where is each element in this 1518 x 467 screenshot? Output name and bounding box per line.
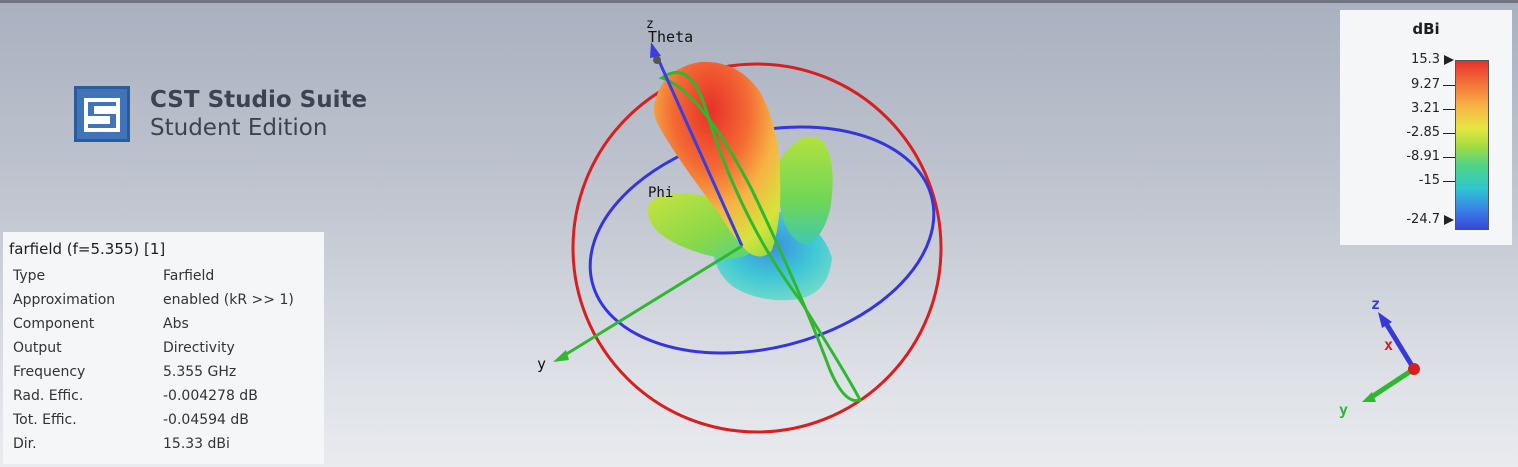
cst-logo: CST Studio Suite Student Edition (74, 86, 367, 142)
theta-ring (571, 62, 943, 434)
info-key: Tot. Effic. (13, 412, 77, 428)
legend-color-bar (1455, 60, 1489, 230)
info-value: Abs (163, 316, 189, 332)
info-row: Dir. 15.33 dBi (3, 432, 324, 456)
legend-tick-mark (1443, 157, 1455, 158)
info-row: Approximation enabled (kR >> 1) (3, 288, 324, 312)
info-value: -0.04594 dB (163, 412, 249, 428)
z-axis (653, 51, 744, 247)
farfield-info-panel: farfield (f=5.355) [1] Type Farfield Appr… (3, 232, 324, 464)
gizmo-z-arrowhead (1378, 312, 1392, 328)
info-value: Directivity (163, 340, 235, 356)
y-axis-arrowhead (553, 350, 569, 362)
info-row: Component Abs (3, 312, 324, 336)
info-value: enabled (kR >> 1) (163, 292, 294, 308)
theta-curve (658, 71, 863, 403)
gizmo-label-x: x (1384, 336, 1393, 354)
axis-label-theta: Theta (648, 28, 693, 46)
info-key: Type (13, 268, 46, 284)
gizmo-z-axis (1381, 318, 1417, 371)
legend-tick-label: 3.21 (1411, 101, 1440, 116)
info-key: Approximation (13, 292, 116, 308)
legend-tick-label: 9.27 (1411, 77, 1440, 92)
pattern-side-lobe-right (780, 136, 833, 245)
pattern-main-lobe (653, 61, 781, 257)
legend-tick-label: -2.85 (1406, 125, 1440, 140)
info-panel-title: farfield (f=5.355) [1] (9, 240, 166, 258)
legend-tick-label: -15 (1418, 173, 1440, 188)
legend-tick-label: -24.7 (1406, 212, 1440, 227)
info-row: Rad. Effic. -0.004278 dB (3, 384, 324, 408)
info-row: Output Directivity (3, 336, 324, 360)
gizmo-label-y: y (1339, 401, 1348, 419)
legend-tick-mark (1443, 85, 1455, 86)
legend-unit: dBi (1412, 20, 1440, 38)
info-key: Component (13, 316, 95, 332)
info-key: Rad. Effic. (13, 388, 84, 404)
gizmo-y-axis (1368, 366, 1416, 401)
legend-max-arrow (1444, 55, 1454, 65)
color-scale-legend[interactable]: dBi 15.3 9.27 3.21 -2.85 -8.91 -15 -24.7 (1340, 10, 1512, 245)
legend-tick-mark (1443, 181, 1455, 182)
info-row: Frequency 5.355 GHz (3, 360, 324, 384)
info-value: Farfield (163, 268, 215, 284)
logo-subtitle: Student Edition (150, 115, 328, 141)
legend-tick-mark (1443, 109, 1455, 110)
theta-marker (653, 56, 661, 64)
gizmo-label-z: z (1371, 295, 1380, 313)
window-top-border (0, 0, 1518, 3)
legend-tick-label: 15.3 (1411, 52, 1440, 67)
orientation-gizmo[interactable]: z x y (1339, 295, 1420, 419)
legend-tick-mark (1443, 133, 1455, 134)
logo-title: CST Studio Suite (150, 87, 368, 113)
axis-label-z: z (646, 17, 654, 32)
info-value: 5.355 GHz (163, 364, 237, 380)
axis-label-phi: Phi (648, 185, 673, 201)
info-row: Type Farfield (3, 264, 324, 288)
cst-logo-icon (74, 86, 130, 142)
z-axis-arrowhead (650, 42, 661, 58)
info-key: Dir. (13, 436, 37, 452)
y-axis (559, 244, 743, 360)
axis-label-y: y (537, 355, 546, 373)
info-key: Output (13, 340, 62, 356)
info-key: Frequency (13, 364, 86, 380)
info-row: Tot. Effic. -0.04594 dB (3, 408, 324, 432)
legend-tick-label: -8.91 (1406, 149, 1440, 164)
gizmo-y-arrowhead (1362, 392, 1376, 402)
gizmo-x-axis-dot (1408, 363, 1420, 375)
legend-min-arrow (1444, 215, 1454, 225)
info-value: 15.33 dBi (163, 436, 230, 452)
info-value: -0.004278 dB (163, 388, 258, 404)
